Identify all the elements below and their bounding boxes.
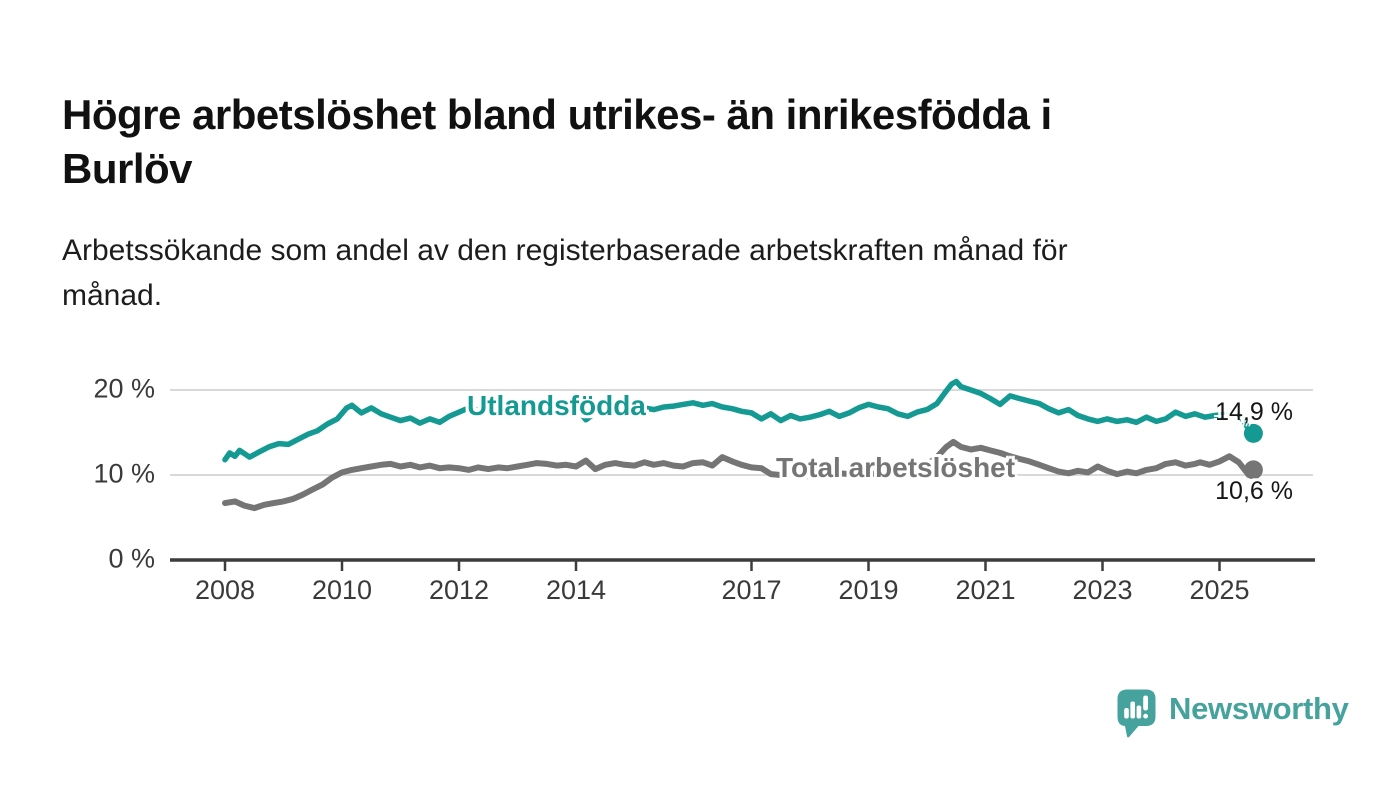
newsworthy-brand: Newsworthy (1117, 689, 1349, 739)
subtitle-line-1: Arbetssökande som andel av den registerb… (62, 234, 1068, 267)
series-end-dot-1 (1243, 460, 1263, 480)
y-tick-label-1: 10 % (93, 458, 155, 489)
logo-bar-1 (1124, 708, 1129, 719)
title-line-1: Högre arbetslöshet bland utrikes- än inr… (62, 91, 1052, 139)
series-label-utlandsfodda: Utlandsfödda (467, 390, 646, 421)
series-line-0 (222, 378, 1257, 463)
x-tick-label-8: 2025 (1189, 575, 1250, 605)
end-value-label-utlandsfodda: 14,9 % (1215, 398, 1293, 426)
x-tick-label-2: 2012 (428, 575, 490, 605)
x-tick-label-1: 2010 (311, 575, 373, 605)
subtitle-line-2: månad. (62, 279, 163, 312)
title-line-2: Burlöv (62, 145, 193, 193)
logo-bar-3 (1136, 705, 1142, 719)
newsworthy-wordmark: Newsworthy (1169, 691, 1349, 726)
x-tick-label-5: 2019 (838, 575, 899, 605)
chart-subtitle: Arbetssökande som andel av den registerb… (62, 228, 1332, 318)
page-title: Högre arbetslöshet bland utrikes- än inr… (62, 88, 1332, 196)
logo-bubble-shape (1117, 689, 1156, 738)
x-tick-label-4: 2017 (721, 575, 782, 605)
x-tick-label-0: 2008 (194, 575, 256, 605)
logo-exclamation-dot (1143, 713, 1148, 719)
series-end-dot-0 (1243, 423, 1263, 443)
y-tick-label-2: 20 % (93, 373, 155, 404)
logo-bar-2 (1130, 701, 1135, 719)
newsworthy-logo-icon (1117, 689, 1156, 738)
x-tick-label-6: 2021 (955, 575, 1016, 605)
series-label-total-arbetsloshet: Total arbetslöshet (776, 452, 1016, 483)
series-line-1 (222, 438, 1257, 512)
x-tick-label-3: 2014 (545, 575, 607, 605)
end-value-label-total: 10,6 % (1215, 477, 1293, 505)
x-tick-label-7: 2023 (1072, 575, 1133, 605)
y-tick-label-0: 0 % (108, 543, 155, 574)
logo-exclamation-bar (1143, 695, 1148, 711)
